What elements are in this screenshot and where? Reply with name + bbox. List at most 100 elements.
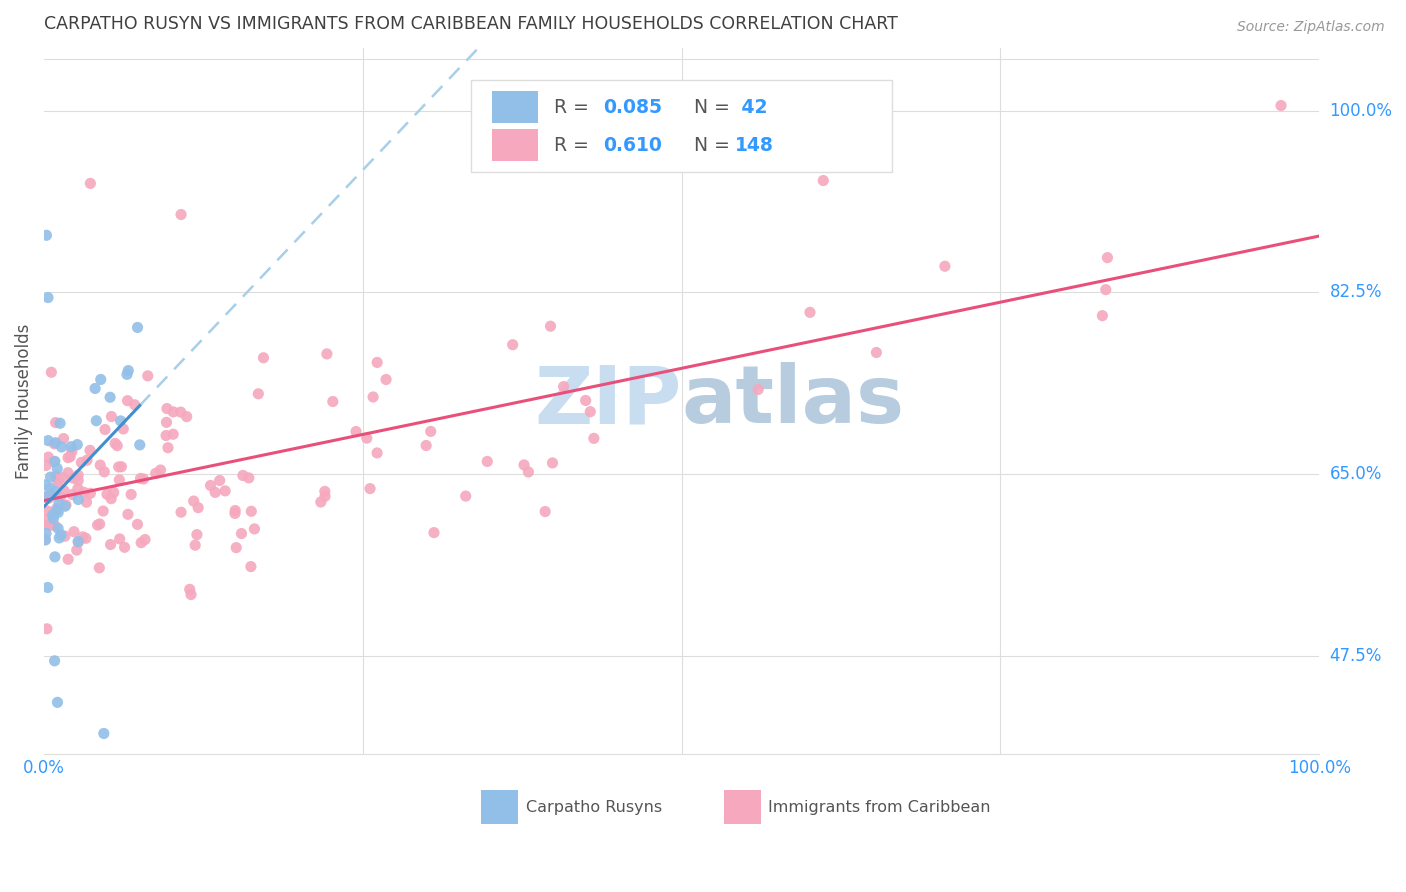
Text: ZIP: ZIP: [534, 362, 682, 441]
Point: [865, 345, 887, 359]
Point: [67, 492, 90, 507]
Point: [540, 319, 562, 334]
Point: [366, 446, 388, 460]
Point: [176, 409, 198, 424]
Point: [93, 726, 115, 740]
Text: 47.5%: 47.5%: [1330, 647, 1382, 665]
Point: [359, 482, 381, 496]
Point: [38, 518, 60, 533]
Point: [76, 453, 98, 467]
Point: [243, 522, 266, 536]
Point: [41, 365, 63, 379]
Point: [75, 531, 97, 545]
Point: [96, 487, 118, 501]
Point: [100, 537, 122, 551]
Text: Carpatho Rusyns: Carpatho Rusyns: [526, 800, 662, 814]
Point: [200, 478, 222, 492]
Point: [344, 425, 367, 439]
Point: [86, 518, 108, 533]
Text: Immigrants from Caribbean: Immigrants from Caribbean: [769, 800, 991, 814]
Point: [356, 431, 378, 445]
Point: [67, 535, 90, 549]
Point: [70, 455, 93, 469]
Point: [799, 305, 821, 319]
Point: [37, 581, 59, 595]
Point: [63, 524, 86, 539]
Point: [98, 390, 121, 404]
Point: [46, 472, 69, 486]
Point: [179, 582, 201, 597]
Point: [72, 530, 94, 544]
Point: [35, 526, 58, 541]
FancyBboxPatch shape: [471, 80, 891, 172]
Point: [117, 363, 139, 377]
Text: R =: R =: [554, 136, 595, 154]
Point: [155, 415, 177, 429]
Point: [37, 434, 59, 448]
Point: [45, 435, 67, 450]
Point: [60, 487, 83, 501]
Point: [934, 259, 956, 273]
FancyBboxPatch shape: [492, 129, 537, 161]
Point: [127, 320, 149, 334]
Point: [322, 394, 344, 409]
Point: [415, 438, 437, 452]
Point: [66, 437, 89, 451]
Point: [579, 405, 602, 419]
Point: [56, 466, 79, 480]
Point: [34, 513, 56, 527]
Point: [224, 503, 246, 517]
Point: [375, 372, 398, 386]
Point: [35, 490, 58, 504]
Point: [39, 470, 62, 484]
Point: [35, 458, 58, 473]
Point: [79, 443, 101, 458]
Point: [34, 490, 56, 504]
Point: [44, 518, 66, 533]
Point: [62, 471, 84, 485]
Point: [45, 416, 67, 430]
Point: [582, 431, 605, 445]
Point: [225, 541, 247, 555]
Point: [46, 505, 69, 519]
Point: [110, 414, 132, 428]
Point: [454, 489, 477, 503]
Point: [53, 529, 76, 543]
Point: [53, 500, 76, 514]
Point: [162, 427, 184, 442]
Point: [155, 428, 177, 442]
Point: [52, 432, 75, 446]
Point: [49, 490, 72, 504]
Point: [46, 521, 69, 535]
Point: [110, 459, 132, 474]
Point: [361, 390, 384, 404]
Point: [124, 398, 146, 412]
Point: [35, 622, 58, 636]
Point: [114, 541, 136, 555]
Point: [56, 552, 79, 566]
Point: [44, 484, 66, 499]
Point: [38, 491, 60, 506]
Point: [247, 386, 270, 401]
Point: [170, 405, 193, 419]
Point: [59, 450, 82, 464]
Point: [534, 504, 557, 518]
Text: 100.0%: 100.0%: [1330, 102, 1392, 120]
Point: [128, 438, 150, 452]
Text: 0.085: 0.085: [603, 97, 662, 117]
Point: [44, 654, 66, 668]
Point: [156, 401, 179, 416]
Point: [46, 475, 69, 489]
Point: [180, 588, 202, 602]
Point: [553, 379, 575, 393]
Text: R =: R =: [554, 97, 595, 117]
Point: [45, 469, 67, 483]
Point: [37, 291, 59, 305]
Point: [60, 440, 83, 454]
Point: [94, 423, 117, 437]
Point: [134, 533, 156, 547]
Point: [56, 450, 79, 465]
Point: [86, 414, 108, 428]
Point: [1270, 98, 1292, 112]
Point: [232, 468, 254, 483]
